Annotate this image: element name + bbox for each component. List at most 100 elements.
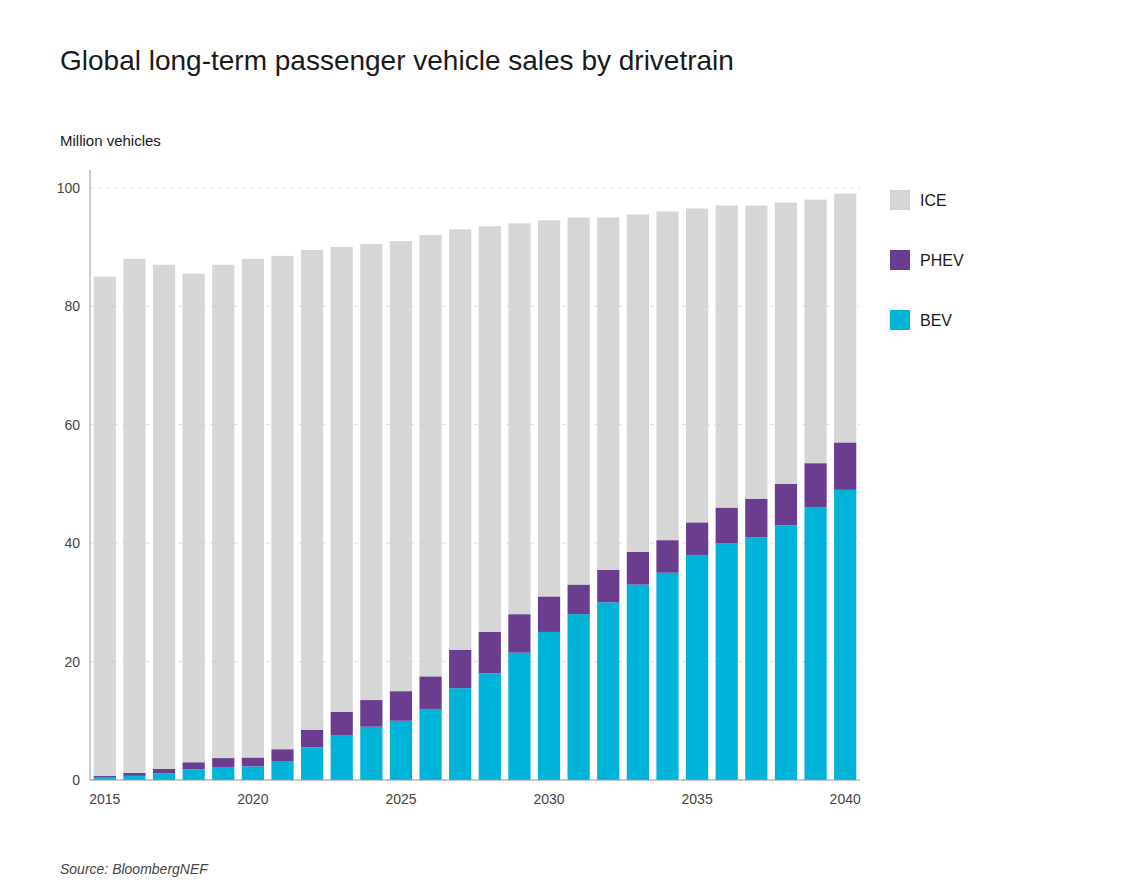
bar: [804, 508, 826, 780]
y-axis-line: [90, 170, 91, 780]
bar: [242, 757, 264, 766]
bar: [242, 766, 264, 780]
bar: [419, 709, 441, 780]
bar: [390, 721, 412, 780]
bar: [390, 241, 412, 691]
bar: [123, 776, 145, 780]
bar: [508, 223, 530, 614]
y-tick-label: 20: [64, 654, 80, 670]
x-tick-label: 2030: [533, 791, 564, 807]
bar: [568, 614, 590, 780]
grid-line: [90, 780, 860, 781]
y-tick-label: 100: [57, 180, 81, 196]
bar: [834, 490, 856, 780]
bar: [597, 602, 619, 780]
x-tick-label: 2025: [385, 791, 416, 807]
bar: [242, 259, 264, 758]
y-tick-label: 80: [64, 298, 80, 314]
bar: [301, 250, 323, 730]
bar: [271, 761, 293, 780]
series-bev: [94, 490, 857, 780]
bar: [390, 691, 412, 721]
bar: [686, 522, 708, 555]
bar: [627, 585, 649, 780]
bar: [271, 749, 293, 761]
bar: [745, 206, 767, 499]
x-tick-label: 2035: [682, 791, 713, 807]
series-ice: [94, 194, 857, 776]
grid-line: [90, 543, 860, 544]
bar: [153, 769, 175, 774]
bar: [212, 758, 234, 767]
bar: [686, 208, 708, 522]
legend-label: BEV: [920, 312, 952, 329]
bar: [183, 274, 205, 763]
chart-container: Global long-term passenger vehicle sales…: [0, 0, 1128, 896]
bar: [538, 632, 560, 780]
bar: [183, 762, 205, 769]
bar: [479, 632, 501, 673]
legend-swatch: [890, 310, 910, 330]
bar: [686, 555, 708, 780]
bar: [745, 537, 767, 780]
grid-line: [90, 187, 860, 188]
grid-line: [90, 661, 860, 662]
series-phev: [94, 442, 857, 777]
bar: [656, 573, 678, 780]
bar: [479, 673, 501, 780]
legend-swatch: [890, 250, 910, 270]
title: Global long-term passenger vehicle sales…: [60, 45, 734, 76]
bar: [419, 676, 441, 709]
bar: [123, 259, 145, 773]
bar: [775, 525, 797, 780]
x-axis-line: [90, 780, 860, 781]
bar: [568, 217, 590, 584]
bar: [271, 256, 293, 749]
bar: [597, 217, 619, 569]
bar: [331, 247, 353, 712]
bar: [508, 653, 530, 780]
bar: [627, 214, 649, 552]
bar: [360, 727, 382, 780]
bar: [419, 235, 441, 676]
legend: ICE PHEV BEV: [890, 190, 964, 330]
bar: [183, 769, 205, 780]
bar: [360, 244, 382, 700]
bar: [449, 688, 471, 780]
bar: [153, 773, 175, 780]
bar: [212, 265, 234, 758]
bar: [94, 776, 116, 778]
grid-line: [90, 306, 860, 307]
bar: [656, 540, 678, 573]
legend-swatch: [890, 190, 910, 210]
y-axis-label: Million vehicles: [60, 132, 161, 149]
bar: [775, 203, 797, 484]
bar: [745, 499, 767, 537]
grid-line: [90, 424, 860, 425]
bar: [331, 736, 353, 780]
bar: [804, 463, 826, 507]
bar: [538, 596, 560, 632]
legend-label: ICE: [920, 192, 947, 209]
bar: [716, 543, 738, 780]
x-tick-label: 2040: [830, 791, 861, 807]
legend-label: PHEV: [920, 252, 964, 269]
bar: [568, 585, 590, 615]
bar: [331, 712, 353, 736]
x-tick-label: 2015: [89, 791, 120, 807]
bar: [301, 747, 323, 780]
bar: [449, 229, 471, 649]
y-tick-label: 0: [72, 772, 80, 788]
grid: [90, 188, 860, 780]
bar: [834, 194, 856, 443]
bar: [775, 484, 797, 525]
chart-svg: Global long-term passenger vehicle sales…: [0, 0, 1128, 896]
bars: [94, 194, 857, 780]
bar: [479, 226, 501, 632]
x-tick-label: 2020: [237, 791, 268, 807]
bar: [301, 730, 323, 748]
bar: [656, 211, 678, 540]
y-tick-label: 60: [64, 417, 80, 433]
bar: [94, 277, 116, 776]
bar: [716, 508, 738, 544]
